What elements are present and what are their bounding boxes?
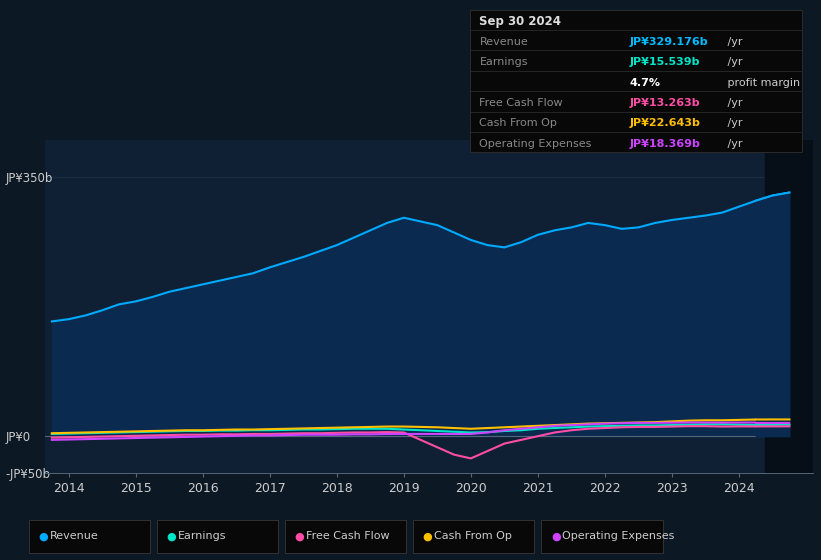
Text: JP¥18.369b: JP¥18.369b [630,139,700,149]
Text: /yr: /yr [724,98,743,108]
Text: JP¥329.176b: JP¥329.176b [630,37,709,46]
Text: /yr: /yr [724,139,743,149]
Text: profit margin: profit margin [724,77,800,87]
Text: ●: ● [551,531,561,542]
Text: Revenue: Revenue [479,37,528,46]
Text: Cash From Op: Cash From Op [479,118,557,128]
Text: Cash From Op: Cash From Op [434,531,512,542]
Bar [764,140,813,473]
Text: /yr: /yr [724,57,743,67]
Text: /yr: /yr [724,37,743,46]
Text: Earnings: Earnings [479,57,528,67]
Text: Sep 30 2024: Sep 30 2024 [479,15,562,28]
Text: ●: ● [295,531,305,542]
Text: Free Cash Flow: Free Cash Flow [479,98,563,108]
Text: Revenue: Revenue [50,531,99,542]
Text: Operating Expenses: Operating Expenses [562,531,675,542]
Text: JP¥15.539b: JP¥15.539b [630,57,700,67]
Text: /yr: /yr [724,118,743,128]
Text: JP¥13.263b: JP¥13.263b [630,98,700,108]
Text: ●: ● [167,531,177,542]
Text: Earnings: Earnings [178,531,227,542]
Text: JP¥22.643b: JP¥22.643b [630,118,700,128]
Text: Operating Expenses: Operating Expenses [479,139,592,149]
Text: ●: ● [423,531,433,542]
Text: Free Cash Flow: Free Cash Flow [306,531,390,542]
Text: ●: ● [39,531,48,542]
Text: 4.7%: 4.7% [630,77,661,87]
